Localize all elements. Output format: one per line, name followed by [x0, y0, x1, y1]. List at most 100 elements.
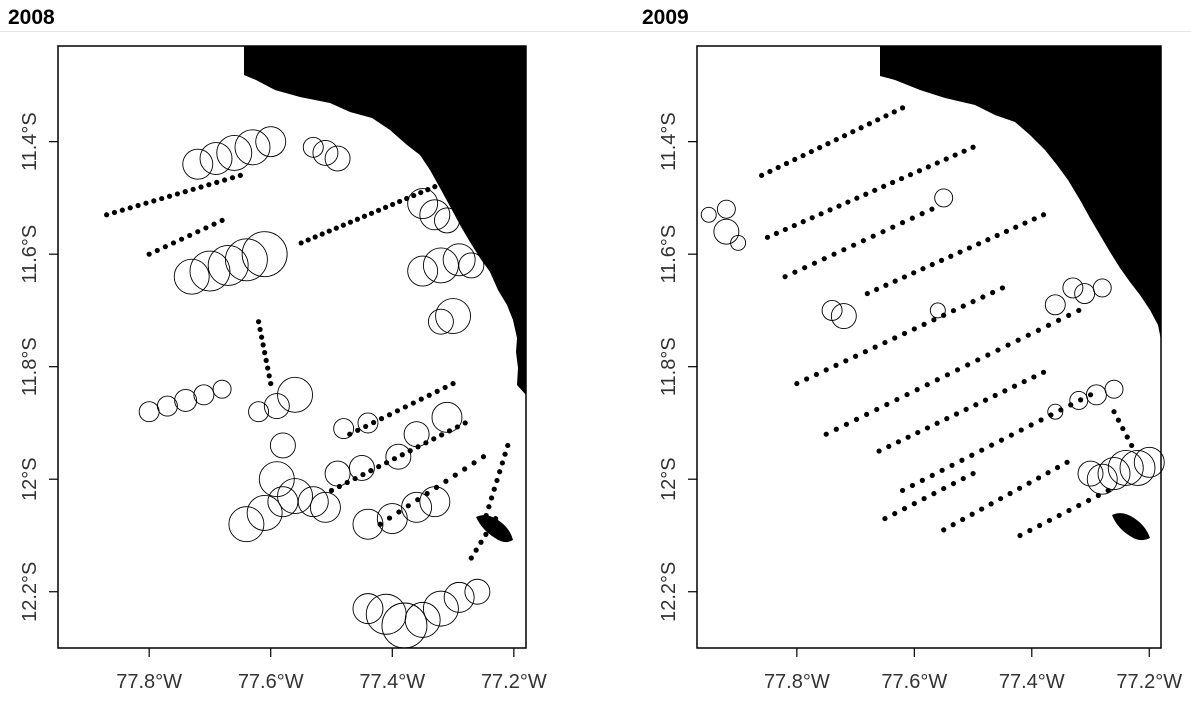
- survey-station-dot: [1076, 307, 1082, 314]
- survey-station-dot: [950, 480, 957, 487]
- survey-station-dot: [911, 270, 917, 276]
- survey-station-dot: [439, 432, 445, 438]
- survey-station-dot: [433, 484, 440, 490]
- survey-station-dot: [995, 347, 1001, 353]
- survey-station-dot: [919, 477, 925, 483]
- survey-station-dot: [988, 442, 995, 448]
- survey-station-dot: [257, 326, 263, 333]
- survey-station-dot: [151, 198, 157, 204]
- x-tick-label: 77.2°W: [481, 671, 547, 693]
- observation-circle: [182, 148, 214, 180]
- observation-circle: [348, 455, 375, 481]
- survey-station-dot: [471, 460, 477, 466]
- observation-circle: [1097, 457, 1131, 491]
- survey-station-dot: [480, 521, 487, 527]
- survey-station-dot: [386, 515, 393, 521]
- survey-station-dot: [1022, 220, 1028, 226]
- survey-station-dot: [767, 168, 773, 175]
- survey-station-dot: [876, 448, 882, 454]
- island-shape: [1112, 513, 1150, 541]
- survey-station-dot: [483, 531, 489, 537]
- survey-station-dot: [262, 350, 268, 356]
- survey-station-dot: [831, 251, 837, 257]
- survey-station-dot: [970, 144, 976, 150]
- survey-station-dot: [894, 396, 900, 403]
- survey-station-dot: [319, 231, 325, 237]
- y-tick-label: 11.8°S: [19, 337, 41, 396]
- survey-station-dot: [969, 452, 975, 458]
- survey-station-dot: [206, 182, 212, 188]
- survey-station-dot: [340, 222, 346, 228]
- survey-station-dot: [764, 234, 771, 240]
- survey-station-dot: [870, 233, 876, 239]
- observation-circle: [730, 234, 747, 251]
- survey-station-dot: [328, 487, 335, 494]
- survey-station-dot: [1017, 532, 1023, 539]
- survey-station-dot: [998, 437, 1005, 443]
- observation-circle: [228, 506, 265, 543]
- survey-station-dot: [486, 504, 492, 510]
- survey-station-dot: [211, 221, 217, 227]
- survey-station-dot: [862, 349, 868, 355]
- survey-station-dot: [483, 512, 489, 519]
- survey-station-dot: [159, 195, 165, 202]
- survey-station-dot: [818, 211, 824, 217]
- survey-station-dot: [980, 294, 986, 300]
- y-tick-label: 11.4°S: [19, 112, 41, 171]
- survey-station-dot: [368, 468, 374, 474]
- survey-station-dot: [941, 485, 947, 492]
- survey-station-dot: [1115, 417, 1122, 423]
- survey-station-dot: [970, 470, 976, 477]
- survey-station-dot: [1045, 470, 1051, 476]
- survey-station-dot: [954, 367, 961, 373]
- observation-circle: [1133, 446, 1165, 478]
- survey-station-dot: [505, 442, 511, 449]
- survey-station-dot: [963, 406, 969, 412]
- map-panel-2009: 77.8°W 77.6°W 77.4°W 77.2°W 11.4°S 11.6°S 11.8…: [658, 45, 1182, 693]
- survey-station-dot: [1054, 464, 1061, 471]
- survey-station-dot: [214, 179, 220, 185]
- survey-station-dot: [491, 486, 497, 492]
- survey-station-dot: [397, 198, 403, 205]
- survey-station-dot: [921, 495, 927, 502]
- survey-station-dot: [949, 462, 955, 468]
- survey-station-dot: [804, 376, 810, 382]
- survey-station-dot: [921, 321, 927, 327]
- observation-circle: [716, 199, 736, 219]
- survey-station-dot: [1129, 442, 1135, 449]
- observation-circle: [929, 302, 946, 319]
- observation-circle: [443, 581, 475, 613]
- survey-station-dot: [886, 443, 892, 450]
- survey-station-dot: [394, 408, 401, 414]
- survey-station-dot: [823, 367, 829, 373]
- survey-station-dot: [170, 240, 177, 246]
- survey-station-dot: [111, 209, 118, 216]
- survey-station-dot: [931, 490, 937, 497]
- survey-station-dot: [988, 501, 994, 507]
- survey-station-dot: [809, 215, 815, 221]
- survey-station-dot: [1038, 417, 1044, 423]
- observation-circle: [357, 412, 379, 434]
- survey-station-dot: [237, 172, 243, 179]
- survey-station-dot: [1046, 517, 1053, 524]
- survey-station-dot: [929, 206, 935, 212]
- survey-station-dot: [382, 204, 389, 210]
- panel-title-2008: 2008: [8, 6, 55, 29]
- survey-station-dot: [899, 220, 906, 226]
- survey-station-dot: [929, 261, 935, 268]
- survey-station-dot: [1076, 502, 1082, 509]
- survey-station-dot: [944, 416, 950, 422]
- survey-station-dot: [355, 427, 361, 433]
- observation-circle: [246, 495, 283, 531]
- survey-station-dot: [874, 406, 880, 413]
- survey-station-dot: [875, 117, 881, 123]
- survey-station-dot: [911, 500, 917, 507]
- survey-station-dot: [892, 278, 898, 284]
- survey-station-dot: [1056, 512, 1062, 519]
- survey-station-dot: [925, 164, 931, 170]
- survey-station-dot: [452, 472, 458, 478]
- survey-station-dot: [863, 191, 869, 197]
- survey-station-dot: [872, 187, 878, 193]
- survey-station-dot: [969, 511, 975, 517]
- observation-circle: [1047, 403, 1064, 420]
